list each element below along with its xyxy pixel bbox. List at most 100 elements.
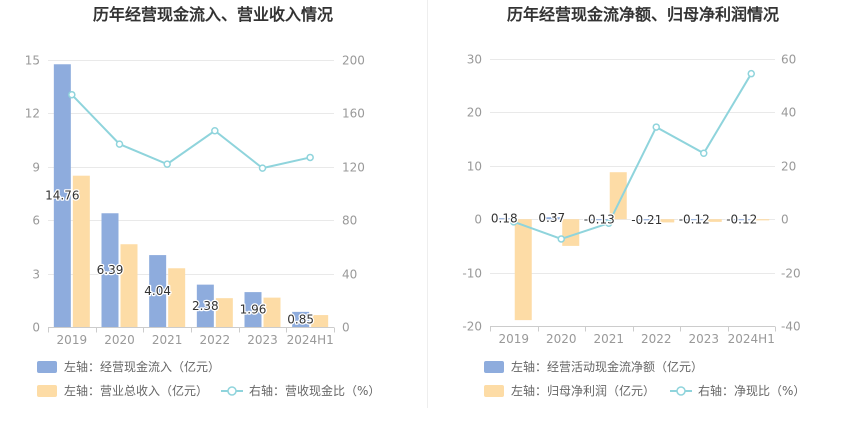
bar: [752, 219, 770, 221]
bar: [244, 292, 262, 327]
right-chart-legend: 左轴：经营活动现金流净额（亿元） 左轴：归母净利润（亿元） 右轴：净现比（%）: [484, 359, 805, 398]
bar: [292, 311, 310, 327]
bar-data-label: 6.39: [97, 263, 124, 277]
bar-data-label: 1.96: [240, 303, 267, 317]
bar: [196, 284, 214, 327]
line-point: [163, 160, 171, 168]
line-point: [747, 69, 755, 78]
left-chart-title: 历年经营现金流入、营业收入情况: [93, 5, 333, 24]
bar: [495, 218, 513, 220]
bar: [590, 219, 608, 221]
legend-label: 左轴：经营现金流入（亿元）: [64, 359, 220, 374]
legend-swatch-point: [676, 386, 686, 396]
legend-label: 右轴：净现比（%）: [698, 383, 805, 398]
x-tick-label: 2022: [641, 332, 672, 346]
legend-label: 左轴：归母净利润（亿元）: [511, 383, 655, 398]
y-right-tick-label: 20: [781, 160, 796, 174]
bar: [733, 219, 751, 221]
x-tick-label: 2020: [546, 332, 577, 346]
bar: [685, 219, 703, 221]
plot-area: -20 -10 0 10 20 30 -40 -20 0 20 40 60 2019 2020 2021 20…: [462, 53, 800, 347]
y-left-tick-label: 9: [32, 161, 40, 175]
left-chart-legend: 左轴：经营现金流入（亿元） 左轴：营业总收入（亿元） 右轴：营收现金比（%）: [37, 359, 380, 398]
bar-data-label: 2.38: [192, 299, 219, 313]
bar: [704, 219, 722, 222]
bar: [263, 297, 281, 327]
y-right-tick-label: 200: [342, 54, 365, 68]
y-right-tick-label: 160: [342, 107, 365, 121]
line-point: [510, 218, 518, 226]
y-left-tick-label: 30: [467, 53, 482, 67]
bar: [638, 219, 656, 221]
series-line: [71, 94, 311, 170]
legend-item-revenue[interactable]: 左轴：营业总收入（亿元）: [37, 383, 208, 398]
bar-data-label: -0.12: [679, 213, 710, 227]
line-point: [557, 235, 565, 243]
legend-label: 左轴：经营活动现金流净额（亿元）: [511, 359, 703, 374]
y-left-tick-label: -20: [462, 320, 482, 334]
bar-data-label: -0.12: [726, 213, 757, 227]
y-right-tick-label: 0: [342, 321, 350, 335]
x-tick-label: 2021: [593, 332, 624, 346]
y-left-tick-label: 6: [32, 214, 40, 228]
line-point: [605, 219, 613, 227]
x-tick-label: 2024H1: [728, 332, 775, 346]
y-left-tick-label: 10: [467, 160, 482, 174]
bar: [120, 244, 138, 327]
y-left-tick-label: -10: [462, 267, 482, 281]
legend-item-cash-inflow[interactable]: 左轴：经营现金流入（亿元）: [37, 359, 220, 374]
bar: [562, 219, 580, 246]
legend-label: 右轴：营收现金比（%）: [249, 383, 380, 398]
right-chart: 历年经营现金流净额、归母净利润情况 -20 -10 0 10 20 30 -40 -20 0 20…: [462, 5, 800, 346]
bar-data-label: 0.37: [538, 211, 565, 225]
x-tick-label: 2023: [688, 332, 719, 346]
x-tick-label: 2020: [104, 333, 135, 347]
bar: [514, 219, 532, 321]
x-tick-label: 2024H1: [287, 333, 334, 347]
series-line: [513, 73, 753, 241]
legend-item-net-operating-cash[interactable]: 左轴：经营活动现金流净额（亿元）: [484, 359, 703, 374]
bar-data-label: 4.04: [144, 284, 171, 298]
bar: [53, 64, 71, 327]
y-left-tick-label: 3: [32, 268, 40, 282]
bar: [311, 315, 329, 327]
bar-data-label: -0.21: [631, 213, 662, 227]
bar: [657, 219, 675, 223]
bar-data-label: 0.18: [491, 212, 518, 226]
legend-item-net-cash-ratio[interactable]: 右轴：净现比（%）: [670, 383, 805, 398]
line-point: [306, 153, 314, 162]
y-right-tick-label: 80: [342, 214, 357, 228]
legend-swatch-point: [227, 386, 237, 396]
x-tick-label: 2019: [498, 332, 529, 346]
bar: [215, 298, 233, 327]
legend-swatch-bar: [484, 361, 504, 373]
x-tick-label: 2021: [152, 333, 183, 347]
bar: [609, 172, 627, 220]
y-right-tick-label: 0: [781, 213, 789, 227]
legend-item-net-profit[interactable]: 左轴：归母净利润（亿元）: [484, 383, 655, 398]
legend-swatch-bar: [37, 361, 57, 373]
bar-data-label: -0.13: [584, 213, 615, 227]
x-tick-label: 2019: [57, 333, 88, 347]
bar: [168, 268, 186, 327]
y-right-tick-label: 40: [781, 106, 796, 120]
legend-label: 左轴：营业总收入（亿元）: [64, 383, 208, 398]
line-point: [258, 164, 267, 172]
legend-swatch-bar: [37, 385, 57, 397]
y-left-tick-label: 20: [467, 106, 482, 120]
y-right-tick-label: 120: [342, 161, 365, 175]
y-left-tick-label: 15: [25, 54, 40, 68]
y-right-tick-label: 40: [342, 268, 357, 282]
legend-item-cash-revenue-ratio[interactable]: 右轴：营收现金比（%）: [221, 383, 380, 398]
y-left-tick-label: 0: [32, 321, 40, 335]
line-point: [68, 90, 76, 99]
bar: [149, 255, 167, 327]
bar-data-label: 14.76: [45, 189, 79, 203]
x-tick-label: 2022: [200, 333, 231, 347]
x-tick-label: 2023: [247, 333, 278, 347]
bar: [543, 217, 561, 220]
y-left-tick-label: 0: [474, 213, 482, 227]
left-chart: 历年经营现金流入、营业收入情况 0 3 6 9 12 15 0 40 80 120 160 200 20…: [25, 5, 365, 347]
